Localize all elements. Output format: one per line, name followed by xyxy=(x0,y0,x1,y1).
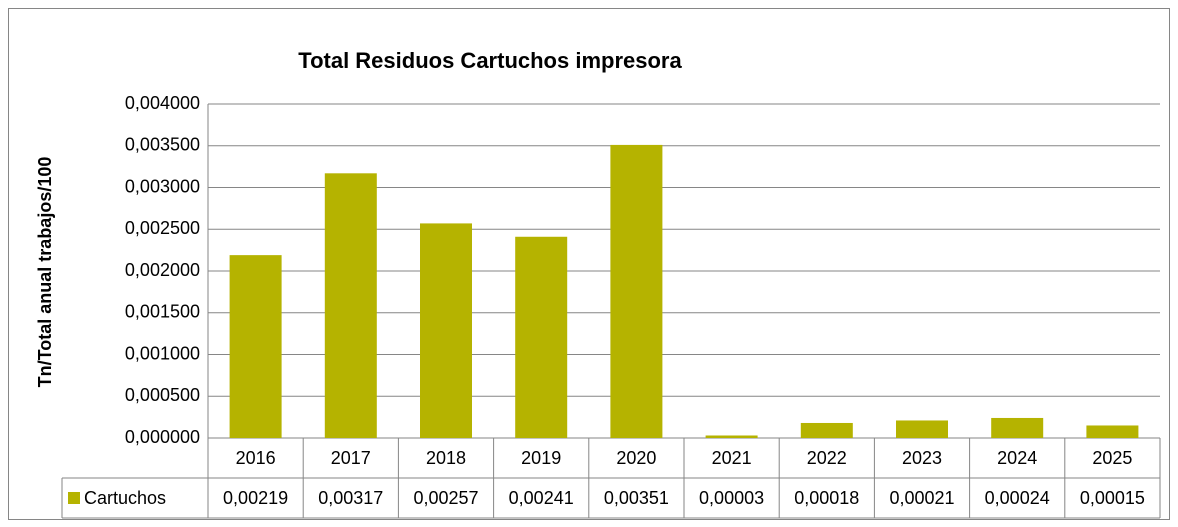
bar xyxy=(705,435,758,438)
bar xyxy=(324,173,377,438)
bar xyxy=(991,417,1044,438)
bar xyxy=(1086,425,1139,438)
y-tick-label: 0,000500 xyxy=(125,385,200,405)
x-tick-label: 2024 xyxy=(997,448,1037,468)
x-tick-label: 2016 xyxy=(236,448,276,468)
bar xyxy=(515,236,568,438)
table-value: 0,00024 xyxy=(985,488,1050,508)
legend-key xyxy=(68,492,80,504)
bar xyxy=(229,255,282,438)
bar xyxy=(896,420,948,438)
x-tick-label: 2019 xyxy=(521,448,561,468)
y-tick-label: 0,003000 xyxy=(125,176,200,196)
table-value: 0,00241 xyxy=(509,488,574,508)
y-axis-label: Tn/Total anual trabajos/100 xyxy=(35,157,55,388)
bar xyxy=(800,422,853,438)
table-value: 0,00018 xyxy=(794,488,859,508)
x-tick-label: 2025 xyxy=(1092,448,1132,468)
table-value: 0,00015 xyxy=(1080,488,1145,508)
table-value: 0,00257 xyxy=(413,488,478,508)
chart-border xyxy=(8,8,1170,520)
x-tick-label: 2018 xyxy=(426,448,466,468)
table-value: 0,00317 xyxy=(318,488,383,508)
y-tick-label: 0,000000 xyxy=(125,427,200,447)
chart-title: Total Residuos Cartuchos impresora xyxy=(298,48,682,73)
table-value: 0,00351 xyxy=(604,488,669,508)
y-tick-label: 0,003500 xyxy=(125,135,200,155)
bar xyxy=(420,223,472,438)
y-tick-label: 0,002500 xyxy=(125,218,200,238)
x-tick-label: 2022 xyxy=(807,448,847,468)
y-tick-label: 0,002000 xyxy=(125,260,200,280)
x-tick-label: 2017 xyxy=(331,448,371,468)
table-value: 0,00021 xyxy=(889,488,954,508)
bar xyxy=(610,144,663,439)
x-tick-label: 2023 xyxy=(902,448,942,468)
y-tick-label: 0,001500 xyxy=(125,302,200,322)
x-tick-label: 2020 xyxy=(616,448,656,468)
x-tick-label: 2021 xyxy=(712,448,752,468)
y-tick-label: 0,001000 xyxy=(125,343,200,363)
table-value: 0,00003 xyxy=(699,488,764,508)
legend-label: Cartuchos xyxy=(84,488,166,508)
y-tick-label: 0,004000 xyxy=(125,93,200,113)
table-value: 0,00219 xyxy=(223,488,288,508)
